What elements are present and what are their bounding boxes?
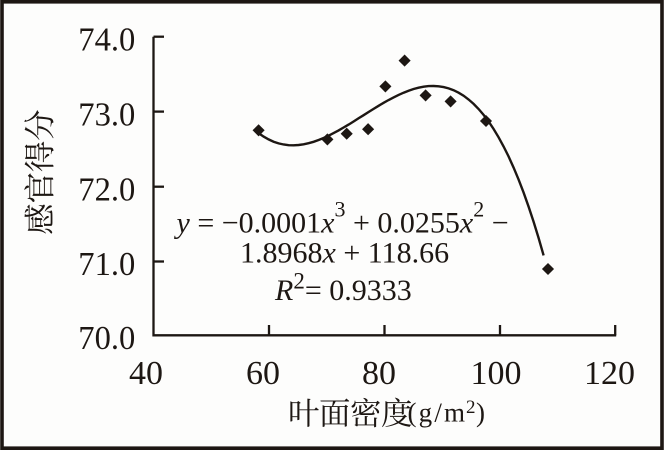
- svg-text:100: 100: [471, 355, 522, 392]
- svg-text:73.0: 73.0: [78, 96, 135, 133]
- svg-text:74.0: 74.0: [78, 21, 135, 58]
- svg-text:71.0: 71.0: [78, 246, 135, 283]
- svg-text:R2= 0.9333: R2= 0.9333: [274, 269, 412, 308]
- svg-text:): ): [476, 397, 485, 427]
- svg-text:72.0: 72.0: [78, 171, 135, 208]
- svg-text:70.0: 70.0: [78, 320, 135, 357]
- svg-text:1.8968x + 118.66: 1.8968x + 118.66: [240, 237, 449, 270]
- svg-text:2: 2: [466, 397, 476, 418]
- svg-text:60: 60: [246, 355, 280, 392]
- svg-text:(g/m: (g/m: [408, 397, 466, 427]
- svg-text:40: 40: [129, 355, 163, 392]
- svg-text:120: 120: [584, 355, 635, 392]
- svg-text:80: 80: [362, 355, 396, 392]
